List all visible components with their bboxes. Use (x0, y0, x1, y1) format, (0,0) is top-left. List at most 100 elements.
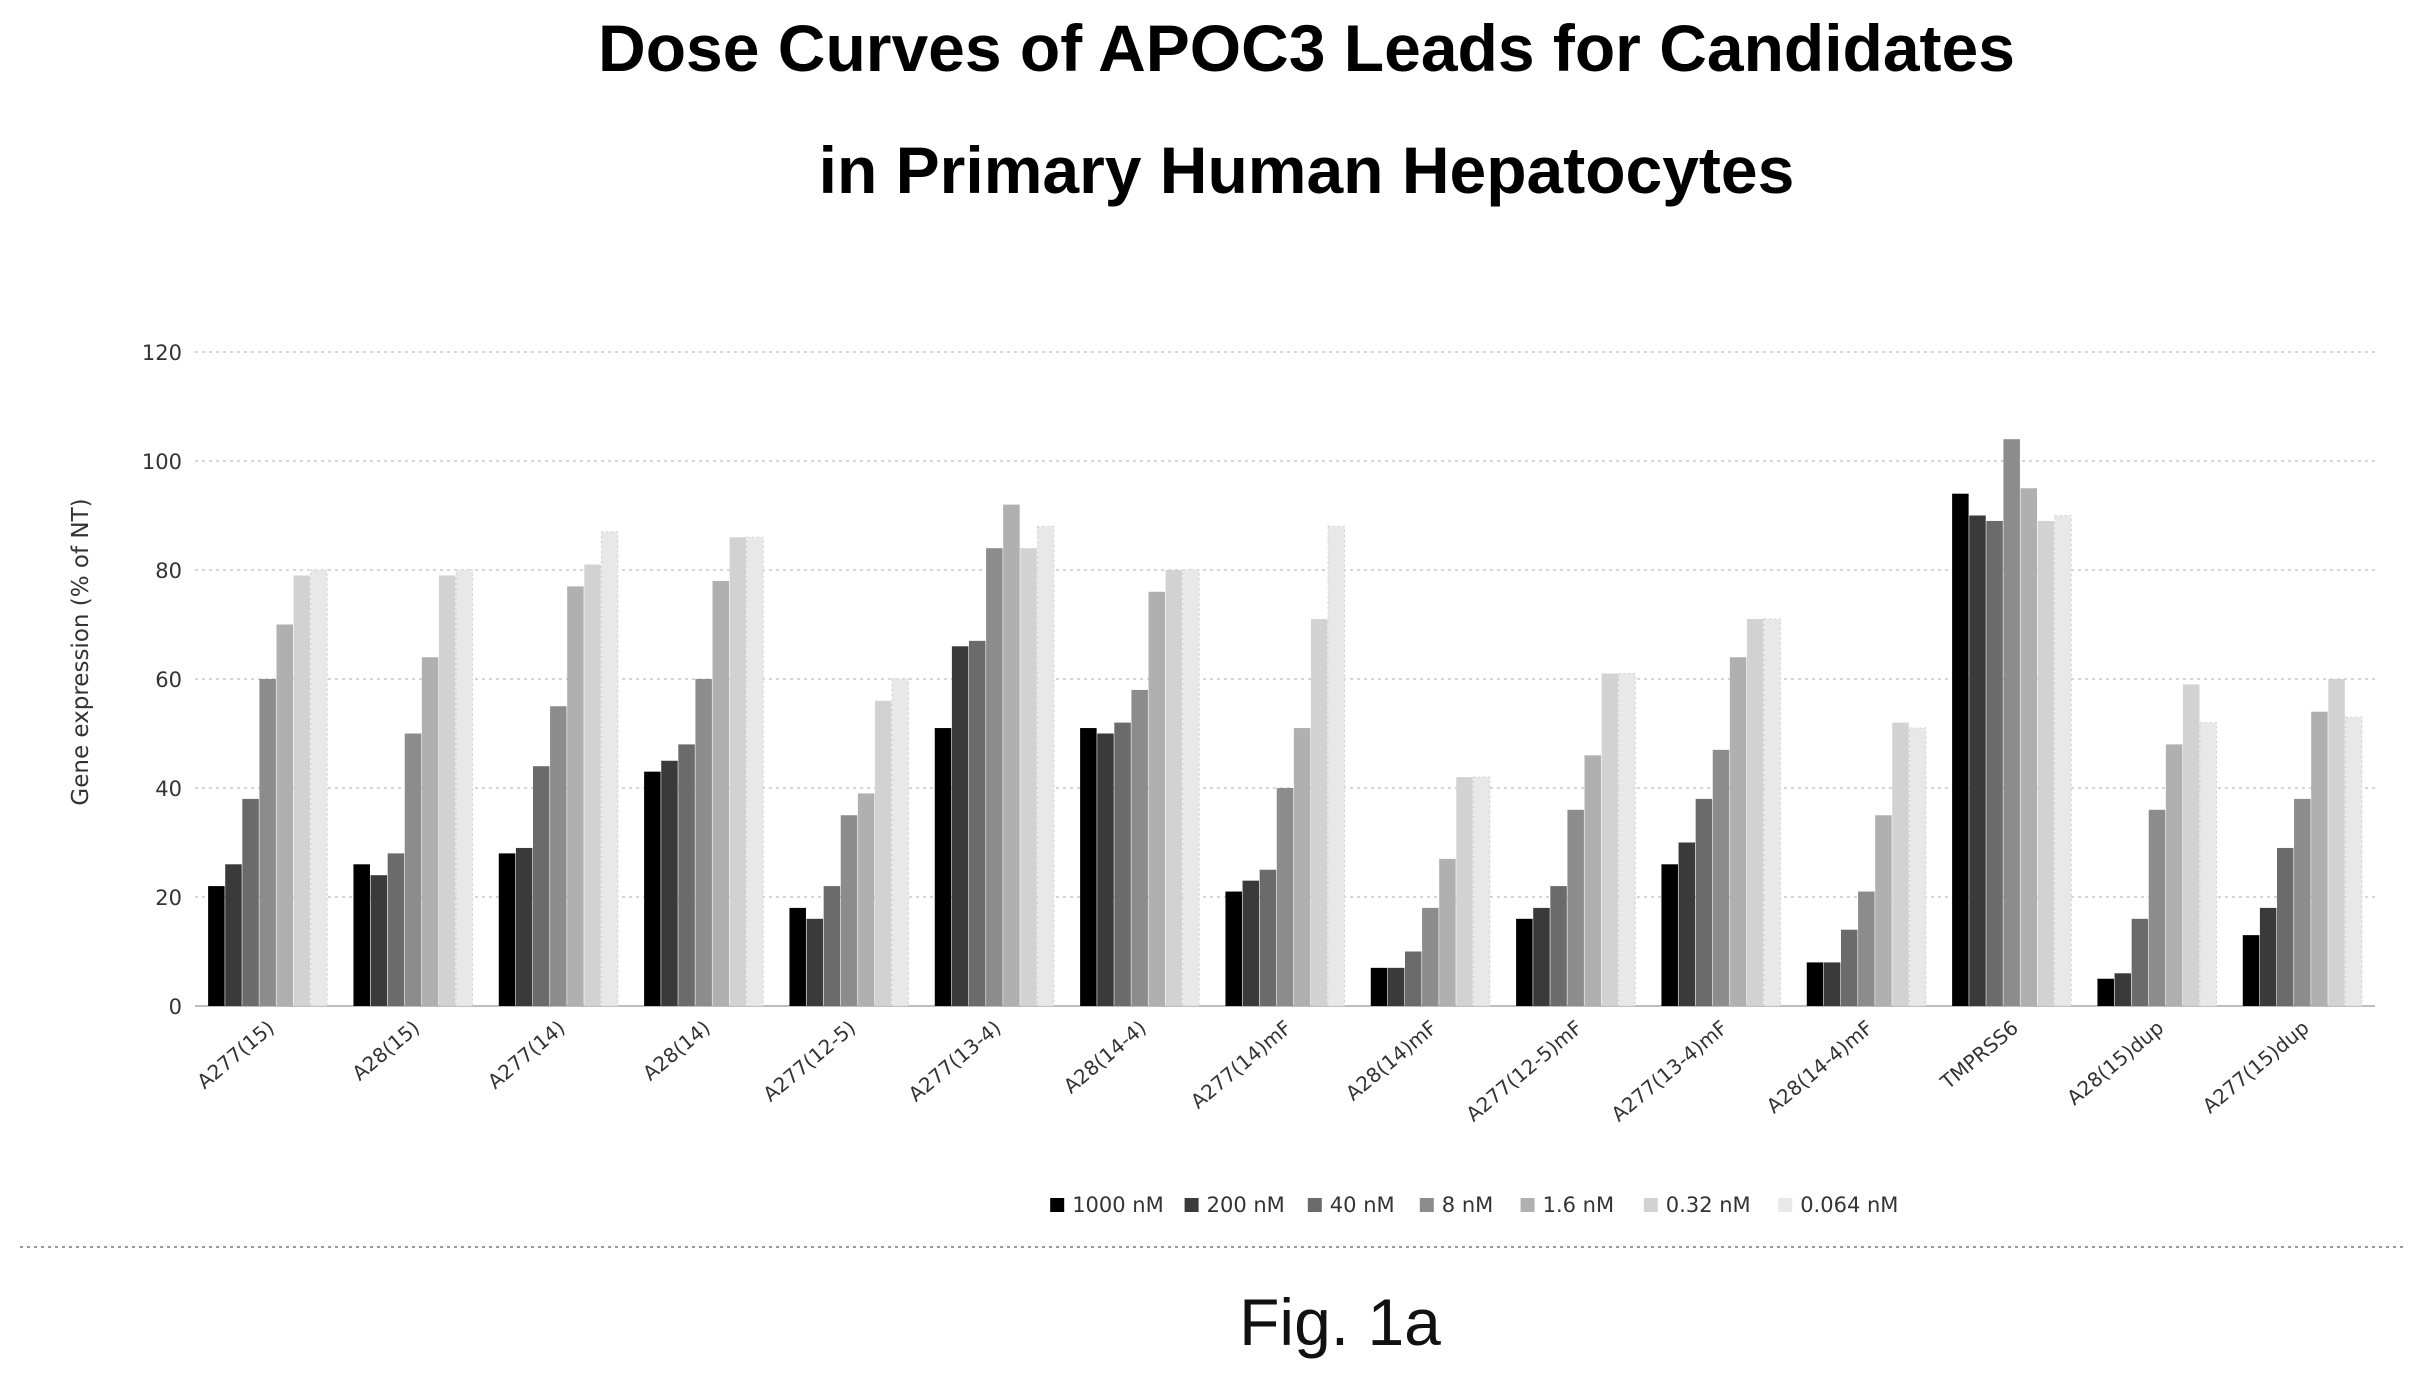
bar (1969, 515, 1986, 1006)
legend-label: 0.32 nM (1666, 1193, 1751, 1217)
bar (515, 847, 533, 1006)
bar (2259, 907, 2277, 1006)
bar (455, 569, 474, 1007)
bar (2020, 488, 2038, 1006)
chart-subtitle: in Primary Human Hepatocytes (818, 133, 1795, 207)
x-axis-categories: A277(15) A28(15) A277(14) A28(14) A277(12-5)… (192, 1015, 2313, 1126)
bar (1806, 962, 1824, 1006)
y-tick-label: 20 (155, 886, 182, 910)
bar (806, 918, 824, 1006)
y-axis-label: Gene expression (% of NT) (68, 498, 94, 805)
bar (2182, 684, 2200, 1006)
legend-swatch (1419, 1198, 1434, 1212)
bar (1584, 755, 1602, 1006)
bar (789, 907, 806, 1006)
x-category-label: TMPRSS6 (1935, 1015, 2023, 1094)
bar (1404, 951, 1422, 1006)
legend-swatch (1050, 1198, 1065, 1212)
bar (370, 875, 388, 1006)
bar (1840, 929, 1858, 1006)
bar (421, 657, 439, 1006)
bar (404, 733, 422, 1006)
bar (1550, 886, 1567, 1006)
legend-swatch (1184, 1198, 1199, 1212)
bar (1729, 657, 1747, 1006)
bar (2276, 847, 2294, 1006)
bar (934, 728, 952, 1006)
bar (353, 864, 370, 1006)
bar (1003, 504, 1020, 1006)
x-category-label: A277(15) (192, 1015, 279, 1093)
bar (1165, 570, 1183, 1006)
legend-label: 40 nM (1330, 1193, 1395, 1217)
bar (1131, 689, 1148, 1006)
bar (840, 815, 858, 1006)
x-category-label: A277(13-4)mF (1607, 1015, 1733, 1126)
bar (1242, 880, 1260, 1006)
x-category-label: A277(13-4) (904, 1015, 1006, 1106)
bar (891, 678, 910, 1007)
bar (1020, 548, 1037, 1006)
bar (857, 793, 875, 1006)
bar (1567, 809, 1584, 1006)
bar (498, 853, 516, 1006)
bar (746, 536, 764, 1007)
bar (584, 564, 601, 1006)
bar (951, 646, 969, 1006)
bar (644, 771, 661, 1006)
bar (2097, 978, 2114, 1006)
bar (1472, 776, 1491, 1007)
x-category-label: A277(14)mF (1186, 1015, 1296, 1113)
bar (1036, 525, 1055, 1007)
x-category-label: A28(14-4) (1059, 1015, 1151, 1098)
bars (208, 439, 2363, 1007)
legend-label: 1000 nM (1072, 1193, 1164, 1217)
bar (1952, 493, 1969, 1006)
bar (2328, 679, 2345, 1006)
x-category-label: A277(12-5)mF (1461, 1015, 1587, 1126)
x-category-label: A28(14) (638, 1015, 715, 1085)
y-tick-label: 0 (169, 995, 182, 1019)
bar (2037, 520, 2055, 1006)
bar (208, 886, 225, 1006)
bar (1618, 673, 1636, 1007)
bar (1695, 798, 1713, 1006)
bar (259, 679, 276, 1006)
legend: 1000 nM 200 nM 40 nM 8 nM 1.6 nM 0.32 nM 0.064… (1050, 1193, 1898, 1217)
bar (1533, 907, 1550, 1006)
bar (1439, 858, 1456, 1006)
bar (600, 531, 619, 1007)
y-tick-label: 80 (155, 559, 182, 583)
bar (2242, 935, 2260, 1006)
bar (695, 679, 712, 1006)
x-category-label: A277(15)dup (2198, 1015, 2314, 1118)
x-category-label: A277(12-5) (758, 1015, 860, 1106)
bar (712, 580, 730, 1006)
bar (1986, 520, 2003, 1006)
bar (2148, 809, 2166, 1006)
bar (1908, 727, 1927, 1007)
bar (1712, 749, 1730, 1006)
bar (1182, 569, 1200, 1007)
bar (1875, 815, 1892, 1006)
bar (1456, 777, 1473, 1006)
legend-label: 0.064 nM (1800, 1193, 1898, 1217)
bar (968, 640, 986, 1006)
legend-swatch (1520, 1198, 1535, 1212)
bar (1422, 907, 1439, 1006)
legend-label: 1.6 nM (1543, 1193, 1615, 1217)
bar (1516, 918, 1533, 1006)
bar (1080, 728, 1097, 1006)
y-tick-label: 40 (155, 777, 182, 801)
bar (1259, 869, 1277, 1006)
x-category-label: A28(15) (347, 1015, 424, 1085)
bar (293, 575, 311, 1006)
bar (1225, 891, 1242, 1006)
legend-label: 200 nM (1207, 1193, 1285, 1217)
bar (1370, 967, 1388, 1006)
bar (438, 575, 456, 1006)
y-tick-label: 60 (155, 668, 182, 692)
bar (823, 886, 841, 1006)
bar (1276, 788, 1294, 1006)
